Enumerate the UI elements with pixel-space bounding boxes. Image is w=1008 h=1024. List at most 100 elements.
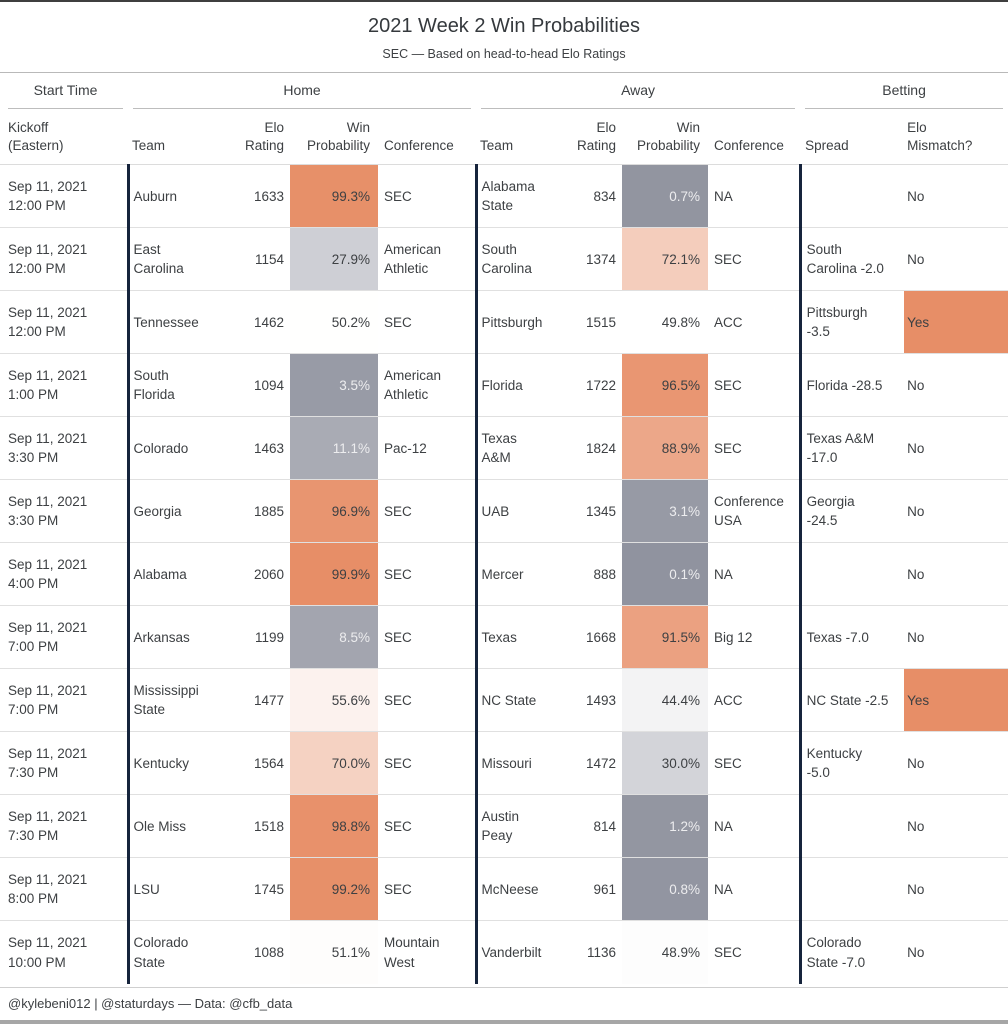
home-team-cell: Arkansas bbox=[126, 605, 234, 669]
table-row: Sep 11, 2021 7:30 PM Kentucky 1564 70.0% SEC… bbox=[0, 731, 1008, 795]
table-row: Sep 11, 2021 12:00 PM Auburn 1633 99.3% SEC A… bbox=[0, 164, 1008, 228]
column-header-away-team: Team bbox=[476, 109, 569, 166]
away-conference-cell: NA bbox=[708, 857, 801, 921]
home-elo-rating-cell: 1154 bbox=[234, 227, 290, 291]
kickoff-cell: Sep 11, 2021 1:00 PM bbox=[0, 353, 128, 417]
table-row: Sep 11, 2021 7:00 PM Mississippi State 147… bbox=[0, 668, 1008, 732]
column-header-away-win-probability: Win Probability bbox=[622, 109, 709, 166]
away-conference-cell: NA bbox=[708, 542, 801, 606]
away-conference-cell: SEC bbox=[708, 227, 801, 291]
table-row: Sep 11, 2021 12:00 PM Tennessee 1462 50.2% S… bbox=[0, 290, 1008, 354]
column-header-home-conference: Conference bbox=[378, 109, 477, 166]
home-win-probability-cell: 11.1% bbox=[290, 416, 378, 480]
spread-cell bbox=[798, 164, 905, 228]
title-block: 2021 Week 2 Win Probabilities SEC — Base… bbox=[0, 2, 1008, 73]
page-subtitle: SEC — Based on head-to-head Elo Ratings bbox=[382, 47, 626, 61]
home-conference-cell: SEC bbox=[378, 605, 477, 669]
away-elo-rating-cell: 1824 bbox=[568, 416, 623, 480]
away-win-probability-cell: 3.1% bbox=[622, 479, 709, 543]
kickoff-cell: Sep 11, 2021 8:00 PM bbox=[0, 857, 128, 921]
column-header-kickoff: Kickoff (Eastern) bbox=[0, 109, 128, 166]
column-header-home-team: Team bbox=[128, 109, 234, 166]
away-team-cell: Texas A&M bbox=[474, 416, 569, 480]
kickoff-cell: Sep 11, 2021 10:00 PM bbox=[0, 920, 128, 984]
away-elo-rating-cell: 1493 bbox=[568, 668, 623, 732]
attribution-footer: @kylebeni012 | @staturdays — Data: @cfb_… bbox=[8, 996, 293, 1011]
top-rule bbox=[0, 0, 1008, 2]
kickoff-cell: Sep 11, 2021 7:00 PM bbox=[0, 668, 128, 732]
home-elo-rating-cell: 1633 bbox=[234, 164, 290, 228]
home-team-cell: Tennessee bbox=[126, 290, 234, 354]
away-conference-cell: Big 12 bbox=[708, 605, 801, 669]
home-elo-rating-cell: 1518 bbox=[234, 794, 290, 858]
elo-mismatch-cell: No bbox=[904, 605, 1008, 669]
kickoff-cell: Sep 11, 2021 12:00 PM bbox=[0, 227, 128, 291]
away-win-probability-cell: 0.1% bbox=[622, 542, 709, 606]
away-win-probability-cell: 1.2% bbox=[622, 794, 709, 858]
footer-block: @kylebeni012 | @staturdays — Data: @cfb_… bbox=[0, 987, 1008, 1024]
home-conference-cell: SEC bbox=[378, 542, 477, 606]
away-elo-rating-cell: 814 bbox=[568, 794, 623, 858]
home-team-cell: Ole Miss bbox=[126, 794, 234, 858]
away-win-probability-cell: 48.9% bbox=[622, 920, 709, 984]
away-win-probability-cell: 0.7% bbox=[622, 164, 709, 228]
group-header-row: Start Time Home Away Betting bbox=[0, 73, 1008, 109]
away-win-probability-cell: 88.9% bbox=[622, 416, 709, 480]
home-win-probability-cell: 3.5% bbox=[290, 353, 378, 417]
away-win-probability-cell: 30.0% bbox=[622, 731, 709, 795]
home-elo-rating-cell: 2060 bbox=[234, 542, 290, 606]
bottom-rule bbox=[0, 1020, 1008, 1024]
away-elo-rating-cell: 888 bbox=[568, 542, 623, 606]
away-elo-rating-cell: 1668 bbox=[568, 605, 623, 669]
table-row: Sep 11, 2021 10:00 PM Colorado State 1088 5… bbox=[0, 920, 1008, 984]
home-conference-cell: American Athletic bbox=[378, 227, 477, 291]
home-conference-cell: SEC bbox=[378, 290, 477, 354]
table-row: Sep 11, 2021 3:30 PM Colorado 1463 11.1% Pac… bbox=[0, 416, 1008, 480]
kickoff-cell: Sep 11, 2021 12:00 PM bbox=[0, 164, 128, 228]
home-team-cell: Auburn bbox=[126, 164, 234, 228]
away-team-cell: Vanderbilt bbox=[474, 920, 569, 984]
spread-cell: NC State -2.5 bbox=[798, 668, 905, 732]
spread-cell bbox=[798, 542, 905, 606]
elo-mismatch-cell: No bbox=[904, 731, 1008, 795]
away-win-probability-cell: 72.1% bbox=[622, 227, 709, 291]
spread-cell: Pittsburgh -3.5 bbox=[798, 290, 905, 354]
away-elo-rating-cell: 1472 bbox=[568, 731, 623, 795]
elo-mismatch-cell: No bbox=[904, 164, 1008, 228]
home-elo-rating-cell: 1094 bbox=[234, 353, 290, 417]
home-team-cell: Colorado State bbox=[126, 920, 234, 984]
home-team-cell: LSU bbox=[126, 857, 234, 921]
away-elo-rating-cell: 1136 bbox=[568, 920, 623, 984]
away-elo-rating-cell: 1515 bbox=[568, 290, 623, 354]
elo-mismatch-cell: No bbox=[904, 353, 1008, 417]
away-team-cell: Pittsburgh bbox=[474, 290, 569, 354]
home-conference-cell: American Athletic bbox=[378, 353, 477, 417]
kickoff-cell: Sep 11, 2021 3:30 PM bbox=[0, 479, 128, 543]
home-team-cell: Georgia bbox=[126, 479, 234, 543]
away-team-cell: Florida bbox=[474, 353, 569, 417]
home-win-probability-cell: 96.9% bbox=[290, 479, 378, 543]
home-elo-rating-cell: 1462 bbox=[234, 290, 290, 354]
table-row: Sep 11, 2021 7:00 PM Arkansas 1199 8.5% SEC T… bbox=[0, 605, 1008, 669]
away-conference-cell: NA bbox=[708, 164, 801, 228]
group-header-away: Away bbox=[481, 82, 796, 109]
kickoff-cell: Sep 11, 2021 7:30 PM bbox=[0, 794, 128, 858]
table-row: Sep 11, 2021 1:00 PM South Florida 1094 3.5… bbox=[0, 353, 1008, 417]
home-win-probability-cell: 8.5% bbox=[290, 605, 378, 669]
elo-mismatch-cell: No bbox=[904, 920, 1008, 984]
home-team-cell: Mississippi State bbox=[126, 668, 234, 732]
home-conference-cell: Pac-12 bbox=[378, 416, 477, 480]
elo-mismatch-cell: Yes bbox=[904, 290, 1008, 354]
home-elo-rating-cell: 1477 bbox=[234, 668, 290, 732]
elo-mismatch-cell: No bbox=[904, 542, 1008, 606]
home-team-cell: Alabama bbox=[126, 542, 234, 606]
spread-cell: Texas A&M -17.0 bbox=[798, 416, 905, 480]
away-win-probability-cell: 0.8% bbox=[622, 857, 709, 921]
away-team-cell: Mercer bbox=[474, 542, 569, 606]
home-win-probability-cell: 99.3% bbox=[290, 164, 378, 228]
away-elo-rating-cell: 1722 bbox=[568, 353, 623, 417]
away-team-cell: Texas bbox=[474, 605, 569, 669]
elo-mismatch-cell: No bbox=[904, 479, 1008, 543]
table-row: Sep 11, 2021 7:30 PM Ole Miss 1518 98.8% SEC… bbox=[0, 794, 1008, 858]
away-conference-cell: SEC bbox=[708, 731, 801, 795]
